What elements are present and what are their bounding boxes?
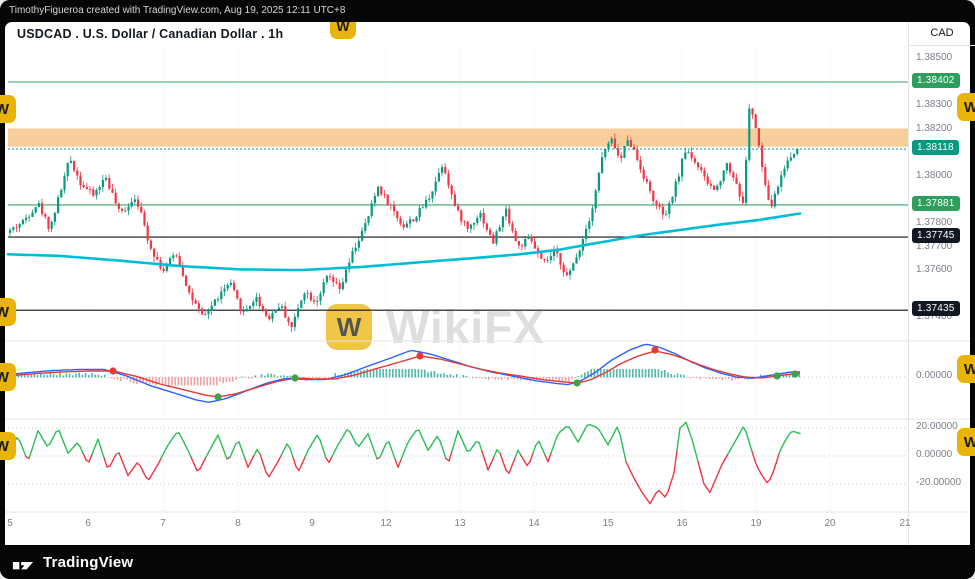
symbol-title: USDCAD . U.S. Dollar / Canadian Dollar .… (17, 27, 284, 41)
chart-background (5, 22, 970, 545)
wikifx-logo-letter: W (0, 368, 10, 386)
oscillator-axis-label: 20.00000 (916, 421, 958, 432)
price-axis-label: 1.38200 (916, 122, 953, 134)
wikifx-logo-letter: W (963, 98, 975, 116)
time-axis-label: 16 (676, 518, 688, 529)
time-axis[interactable]: 5 6 7 8 9 12 13 14 15 16 19 20 21 (5, 512, 910, 542)
wikifx-logo-letter: W (963, 360, 975, 378)
macd-zero-label: 0.00000 (916, 370, 953, 381)
price-axis[interactable]: CAD 1.38500 1.38300 1.38200 1.38000 1.37800 1… (908, 22, 975, 545)
wikifx-logo-letter: W (0, 437, 10, 455)
wikifx-logo-icon: W (957, 428, 975, 456)
wikifx-logo-letter: W (336, 18, 350, 34)
price-axis-label: 1.37800 (916, 217, 953, 229)
time-axis-label: 21 (899, 518, 911, 529)
price-axis-label: 1.37600 (916, 264, 953, 276)
wikifx-logo-icon: W (957, 93, 975, 121)
price-axis-label: 1.38000 (916, 169, 953, 181)
time-axis-label: 9 (309, 518, 315, 529)
wikifx-logo-icon: W (326, 304, 372, 350)
wikifx-logo-icon: W (0, 95, 16, 123)
time-axis-label: 19 (750, 518, 762, 529)
oscillator-axis-label: -20.00000 (916, 477, 962, 488)
price-level-badge: 1.38402 (912, 73, 960, 88)
tradingview-wordmark[interactable]: TradingView (43, 553, 134, 571)
wikifx-logo-icon: W (0, 432, 16, 460)
price-axis-label: 1.37700 (916, 240, 953, 252)
time-axis-label: 15 (602, 518, 614, 529)
attribution-text: TimothyFigueroa created with TradingView… (9, 5, 346, 16)
price-axis-label: 1.38500 (916, 51, 953, 63)
time-axis-label: 13 (454, 518, 466, 529)
wikifx-logo-letter: W (963, 433, 975, 451)
time-axis-label: 14 (528, 518, 540, 529)
price-axis-label: 1.37400 (916, 311, 953, 323)
wikifx-logo-icon: W (0, 298, 16, 326)
price-level-badge: 1.37881 (912, 195, 960, 211)
tradingview-logo-icon[interactable] (12, 551, 34, 573)
wikifx-logo-icon: W (957, 355, 975, 383)
wikifx-logo-letter: W (0, 303, 10, 321)
wikifx-logo-icon: W (0, 363, 16, 391)
wikifx-logo-letter: W (0, 100, 10, 118)
time-axis-label: 6 (85, 518, 91, 529)
price-axis-label: 1.38300 (916, 99, 953, 111)
price-level-badge: 1.37745 (912, 228, 960, 244)
price-level-badge: 1.37435 (912, 301, 960, 317)
time-axis-label: 7 (160, 518, 166, 529)
axis-currency-divider (909, 45, 975, 46)
axis-currency-label: CAD (930, 27, 954, 39)
time-axis-label: 20 (824, 518, 836, 529)
last-price-badge: 1.38118 (912, 140, 959, 156)
attribution-bar: TimothyFigueroa created with TradingView… (0, 0, 975, 22)
oscillator-axis-label: 0.00000 (916, 449, 953, 460)
wikifx-logo-letter: W (336, 311, 362, 342)
footer-bar: TradingView (0, 545, 975, 579)
time-axis-label: 8 (235, 518, 241, 529)
time-axis-label: 12 (380, 518, 392, 529)
time-axis-label: 5 (7, 518, 13, 529)
